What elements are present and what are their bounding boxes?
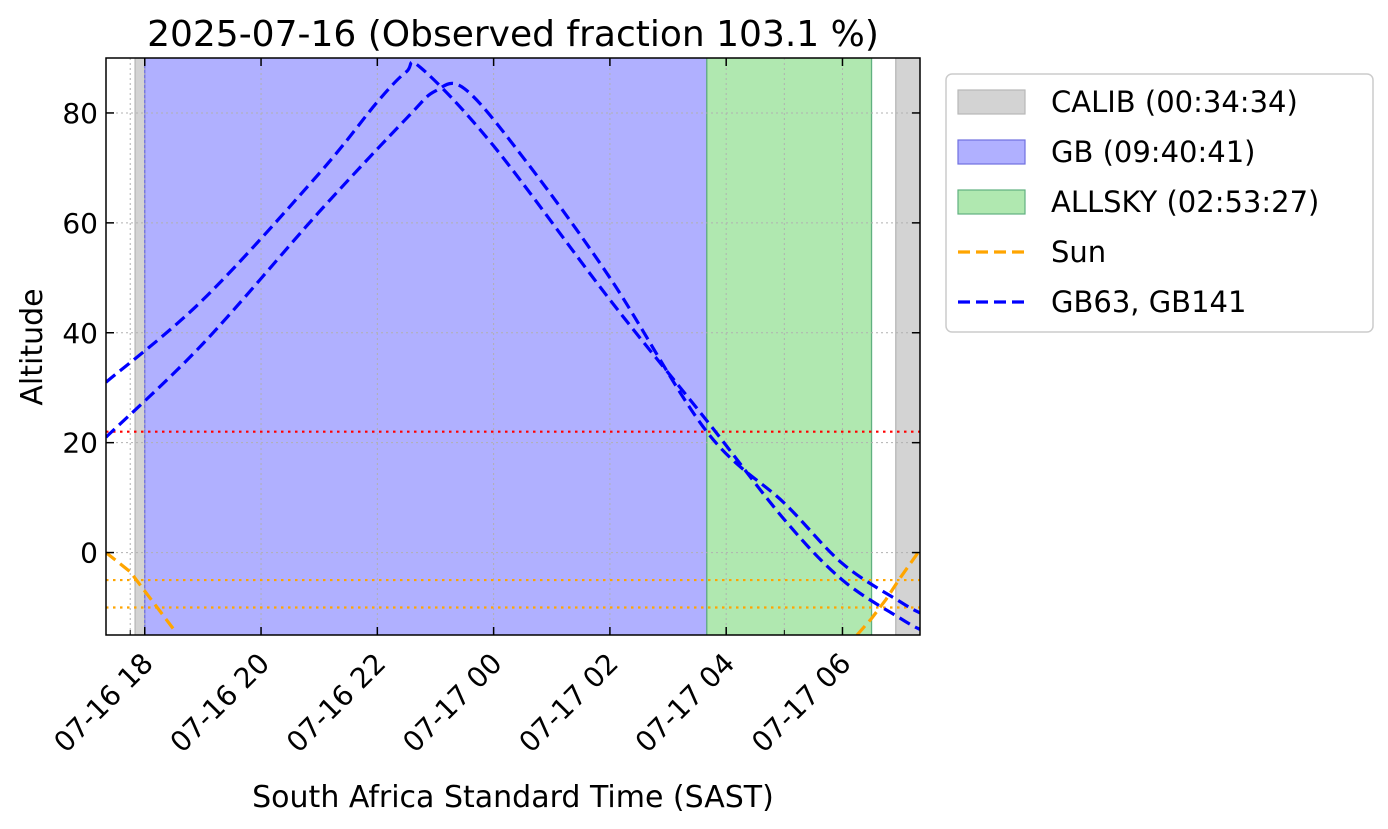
span-layer [134,58,920,635]
y-tick-label-4: 80 [62,97,98,130]
reference-lines [106,430,920,609]
span-2-0 [706,58,872,635]
x-tick-label-3: 07-17 00 [396,647,508,759]
x-tick-label-4: 07-17 02 [513,647,625,759]
x-axis-label: South Africa Standard Time (SAST) [252,780,774,815]
grid-layer [106,58,920,635]
legend-box [945,73,1374,333]
span-0-1 [895,58,920,635]
legend-swatch-2 [957,189,1026,215]
legend-label-3: Sun [1051,235,1106,269]
series-layer [106,60,920,635]
x-tick-label-6: 07-17 06 [745,647,857,759]
legend-label-2: ALLSKY (02:53:27) [1051,185,1319,219]
series-sun-1 [855,548,920,635]
legend-swatch-1 [957,139,1026,165]
x-tick-label-1: 07-16 20 [164,647,276,759]
legend-swatch-0 [957,89,1026,115]
y-tick-label-1: 20 [62,427,98,460]
y-tick-label-0: 0 [80,537,98,570]
x-tick-label-5: 07-17 04 [629,647,741,759]
legend-label-1: GB (09:40:41) [1051,135,1255,169]
series-gb63 [106,60,920,631]
span-1-0 [144,58,707,635]
plot-frame [105,57,921,636]
series-gb141 [106,81,920,615]
legend-label-0: CALIB (00:34:34) [1051,85,1298,119]
span-0-0 [135,58,145,635]
legend: CALIB (00:34:34) GB (09:40:41) ALLSKY (02:… [945,73,1374,333]
x-tick-label-0: 07-16 18 [47,647,159,759]
series-sun-0 [106,551,176,631]
chart-title: 2025-07-16 (Observed fraction 103.1 %) [147,14,879,55]
legend-label-4: GB63, GB141 [1051,285,1246,319]
x-tick-label-2: 07-16 22 [280,647,392,759]
y-axis-label: Altitude [15,288,50,405]
y-tick-label-2: 40 [62,317,98,350]
y-tick-label-3: 60 [62,207,98,240]
